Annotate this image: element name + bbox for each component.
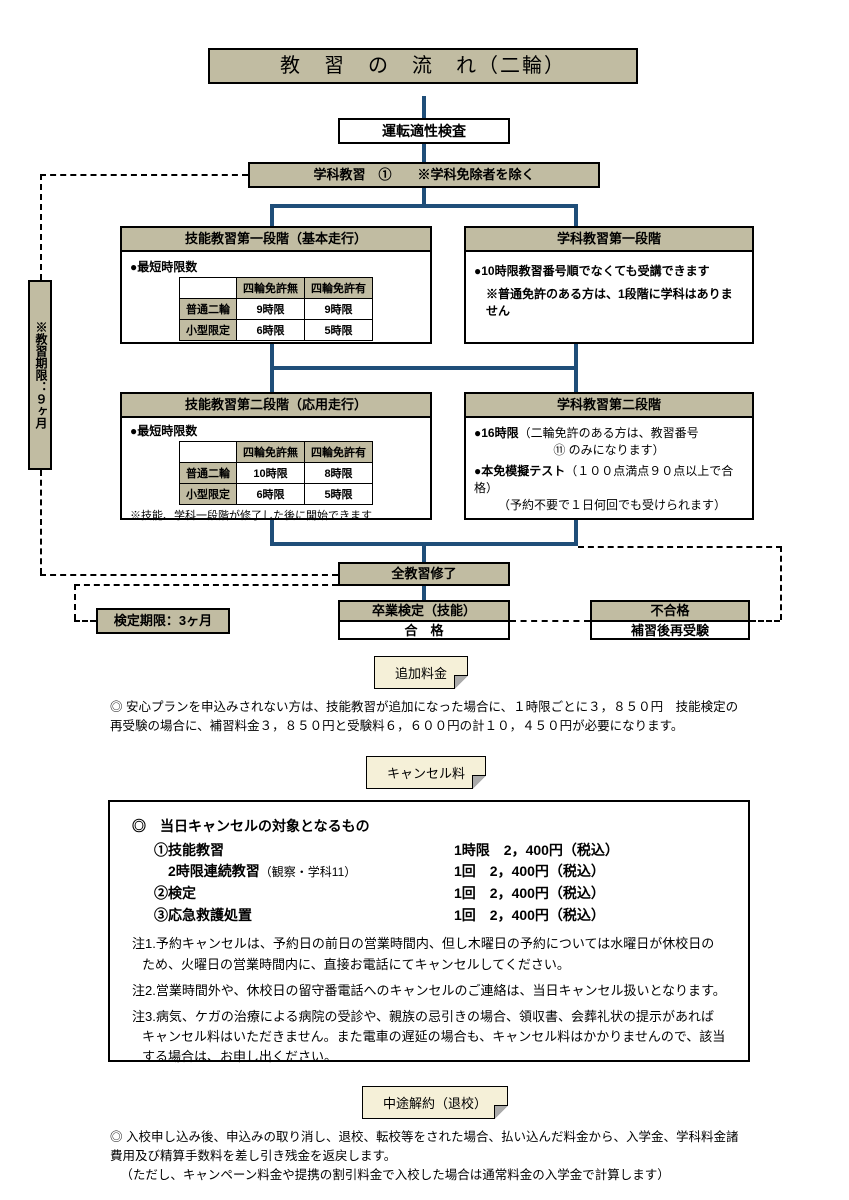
fail-box: 不合格 補習後再受験 <box>590 600 750 640</box>
cancel-note2: 注2.営業時間外や、休校日の留守番電話へのキャンセルのご連絡は、当日キャンセル扱… <box>132 981 726 1001</box>
complete-box: 全教習修了 <box>338 562 510 586</box>
extra-fee-label: 追加料金 <box>374 656 468 689</box>
cancel-note3: 注3.病気、ケガの治療による病院の受診や、親族の忌引きの場合、領収書、会葬礼状の… <box>132 1007 726 1067</box>
period-side-box: ※教習期限：９ヶ月 <box>28 280 52 470</box>
cancel-box: ◎ 当日キャンセルの対象となるもの ①技能教習1時限 2，400円（税込） 2時… <box>108 800 750 1062</box>
stage2-table: 四輪免許無四輪免許有 普通二輪10時限8時限 小型限定6時限5時限 <box>179 441 373 505</box>
stage2-skill-box: 技能教習第二段階（応用走行） ●最短時限数 四輪免許無四輪免許有 普通二輪10時… <box>120 392 432 520</box>
stage1-lect-bullet1: ●10時限教習番号順でなくても受講できます <box>474 262 744 279</box>
stage1-skill-box: 技能教習第一段階（基本走行） ●最短時限数 四輪免許無四輪免許有 普通二輪9時限… <box>120 226 432 344</box>
stage1-skill-header: 技能教習第一段階（基本走行） <box>122 228 430 252</box>
cancel-label: キャンセル料 <box>366 756 486 789</box>
deadline-box: 検定期限：3ヶ月 <box>96 608 230 634</box>
stage1-lect-header: 学科教習第一段階 <box>466 228 752 252</box>
aptitude-box: 運転適性検査 <box>338 118 510 144</box>
withdraw-text: ◎ 入校申し込み後、申込みの取り消し、退校、転校等をされた場合、払い込んだ料金か… <box>110 1128 750 1184</box>
stage2-min-label: ●最短時限数 <box>122 418 430 441</box>
stage1-table: 四輪免許無四輪免許有 普通二輪9時限9時限 小型限定6時限5時限 <box>179 277 373 341</box>
stage2-lect-header: 学科教習第二段階 <box>466 394 752 418</box>
stage2-skill-header: 技能教習第二段階（応用走行） <box>122 394 430 418</box>
stage2-lect-box: 学科教習第二段階 ●16時限（二輪免許のある方は、教習番号 ⑪ のみになります）… <box>464 392 754 520</box>
extra-fee-text: ◎ 安心プランを申込みされない方は、技能教習が追加になった場合に、１時限ごとに３… <box>110 698 750 736</box>
stage1-lect-box: 学科教習第一段階 ●10時限教習番号順でなくても受講できます ※普通免許のある方… <box>464 226 754 344</box>
cancel-note1: 注1.予約キャンセルは、予約日の前日の営業時間内、但し木曜日の予約については水曜… <box>132 934 726 974</box>
exam-box: 卒業検定（技能） 合 格 <box>338 600 510 640</box>
stage2-skill-note: ※技能、学科一段階が修了した後に開始できます <box>122 505 430 525</box>
lecture-1-box: 学科教習 ① ※学科免除者を除く <box>248 162 600 188</box>
stage1-lect-bullet2: ※普通免許のある方は、1段階に学科はありません <box>474 285 744 319</box>
stage1-min-label: ●最短時限数 <box>122 252 430 277</box>
title-box: 教 習 の 流 れ（二輪） <box>208 48 638 84</box>
cancel-header: ◎ 当日キャンセルの対象となるもの <box>132 816 726 838</box>
withdraw-label: 中途解約（退校） <box>362 1086 508 1119</box>
